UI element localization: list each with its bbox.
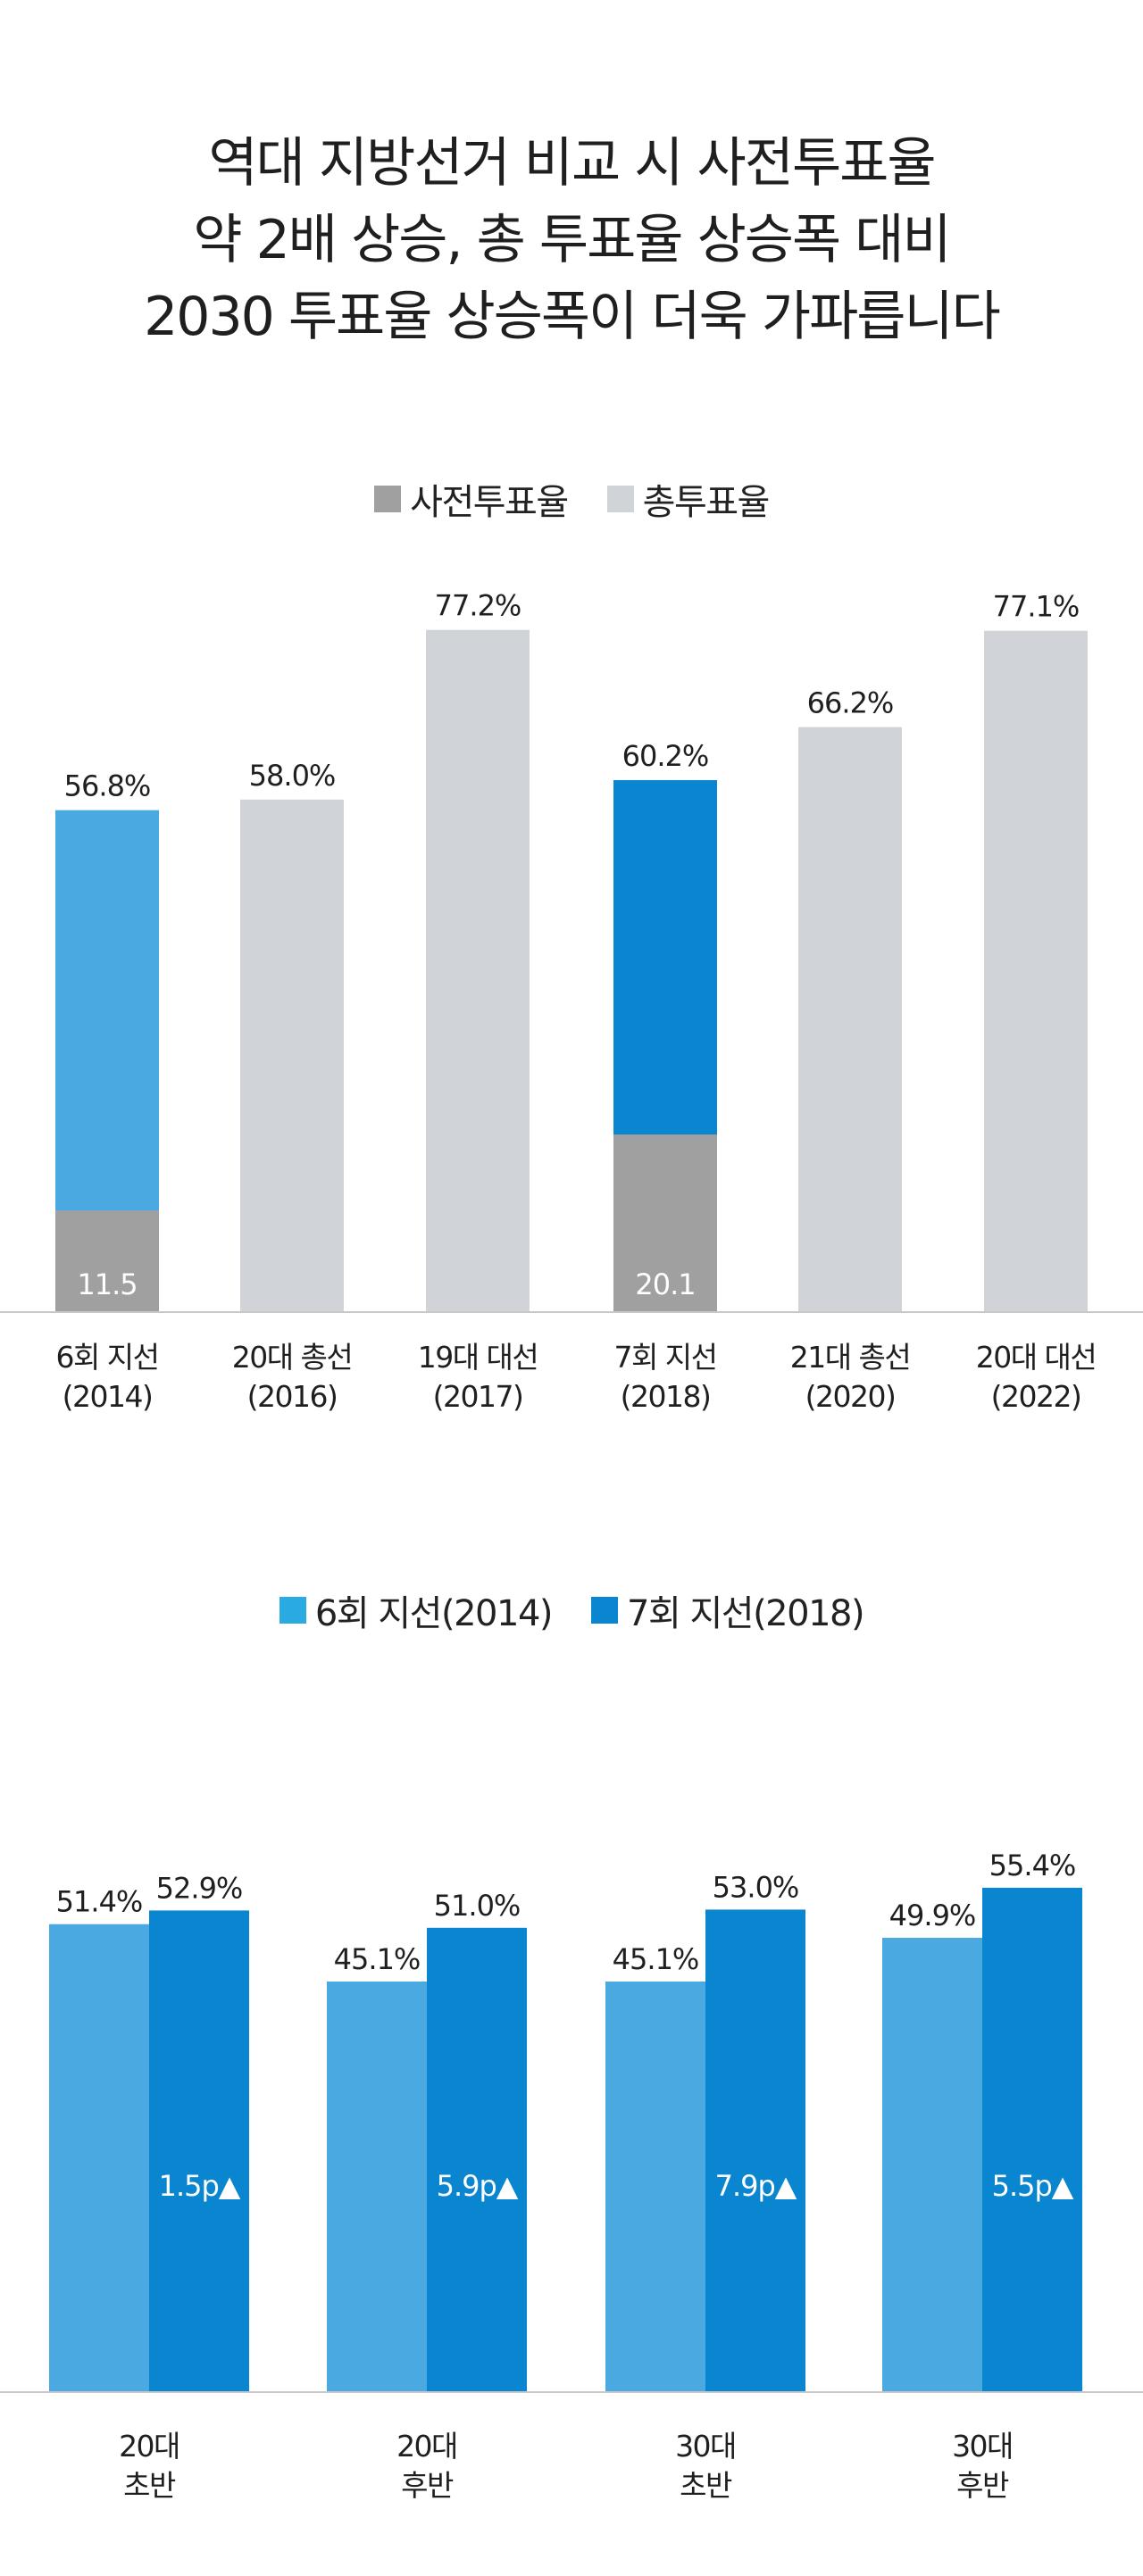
bar-early-0	[55, 1210, 159, 1312]
bar-total-1	[240, 799, 344, 1312]
bar-early-3	[613, 1134, 717, 1312]
category-label-1-line-2: 후반	[401, 2468, 454, 2503]
category-label-4-line-2: (2020)	[805, 1379, 896, 1414]
bar-2014-0	[49, 1924, 149, 2392]
bar-2014-label-0: 51.4%	[56, 1885, 143, 1919]
increase-annotation-3: 5.5p▲	[992, 2169, 1074, 2203]
bar-2018-label-1: 51.0%	[434, 1889, 521, 1923]
category-label-0-line-2: (2014)	[63, 1379, 153, 1414]
category-label-2-line-1: 19대 대선	[418, 1340, 538, 1375]
category-label-0-line-2: 초반	[123, 2468, 176, 2503]
legend-label-2014: 6회 지선(2014)	[314, 1593, 554, 1634]
category-label-1-line-2: (2016)	[247, 1379, 338, 1414]
bar-2014-label-1: 45.1%	[334, 1942, 421, 1976]
bar-2014-label-3: 49.9%	[889, 1899, 976, 1932]
legend-item-2018: 7회 지선(2018)	[591, 1584, 865, 1636]
legend-label-total: 총투표율	[642, 482, 771, 523]
headline: 역대 지방선거 비교 시 사전투표율 약 2배 상승, 총 투표율 상승폭 대비…	[0, 125, 1143, 355]
bar-2014-2	[605, 1981, 705, 2392]
bar-2018-label-0: 52.9%	[156, 1871, 243, 1905]
category-label-2-line-2: 초반	[680, 2468, 732, 2503]
bar-2018-0	[149, 1910, 249, 2392]
legend-swatch-early	[374, 486, 402, 512]
bar-total-label-1: 58.0%	[249, 759, 336, 793]
bar-total-2	[426, 629, 530, 1312]
bar-early-label-0: 11.5	[77, 1267, 137, 1301]
category-label-1-line-1: 20대 총선	[232, 1340, 353, 1375]
bar-total-label-5: 77.1%	[993, 590, 1080, 624]
headline-line-2: 약 2배 상승, 총 투표율 상승폭 대비	[193, 209, 951, 271]
turnout-legend: 사전투표율 총투표율	[0, 473, 1143, 525]
category-label-3-line-1: 7회 지선	[613, 1340, 716, 1375]
legend-label-early: 사전투표율	[410, 482, 569, 523]
bar-total-label-2: 77.2%	[435, 589, 521, 623]
category-label-2-line-1: 30대	[675, 2429, 736, 2464]
age-legend: 6회 지선(2014) 7회 지선(2018)	[0, 1584, 1143, 1636]
bar-total-label-4: 66.2%	[807, 686, 894, 720]
legend-swatch-2018	[591, 1597, 618, 1624]
headline-line-1: 역대 지방선거 비교 시 사전투표율	[208, 132, 936, 195]
bar-2018-label-2: 53.0%	[713, 1870, 799, 1904]
category-label-5-line-2: (2022)	[991, 1379, 1081, 1414]
legend-item-early: 사전투표율	[374, 473, 569, 525]
category-label-5-line-1: 20대 대선	[976, 1340, 1097, 1375]
legend-swatch-total	[606, 486, 634, 512]
category-label-3-line-2: (2018)	[621, 1379, 711, 1414]
increase-annotation-0: 1.5p▲	[159, 2169, 241, 2203]
headline-line-3: 2030 투표율 상승폭이 더욱 가파릅니다	[144, 286, 1001, 348]
legend-item-total: 총투표율	[606, 473, 771, 525]
bar-2014-3	[882, 1938, 982, 2392]
bar-total-label-0: 56.8%	[64, 769, 151, 803]
category-label-0-line-1: 6회 지선	[55, 1340, 158, 1375]
increase-annotation-1: 5.9p▲	[437, 2169, 519, 2203]
category-label-4-line-1: 21대 총선	[790, 1340, 911, 1375]
bar-2018-label-3: 55.4%	[989, 1849, 1076, 1882]
category-label-3-line-2: 후반	[956, 2468, 1009, 2503]
bar-total-5	[984, 630, 1088, 1312]
bar-early-label-3: 20.1	[635, 1267, 695, 1301]
category-label-3-line-1: 30대	[952, 2429, 1013, 2464]
category-label-0-line-1: 20대	[119, 2429, 179, 2464]
bar-2014-1	[327, 1981, 427, 2392]
category-label-2-line-2: (2017)	[433, 1379, 523, 1414]
bar-2018-3	[982, 1887, 1082, 2392]
bar-2018-2	[705, 1909, 805, 2392]
legend-label-2018: 7회 지선(2018)	[627, 1593, 865, 1634]
category-label-1-line-1: 20대	[396, 2429, 457, 2464]
legend-item-2014: 6회 지선(2014)	[279, 1584, 554, 1636]
bar-total-4	[798, 727, 902, 1312]
legend-swatch-2014	[279, 1597, 306, 1624]
bar-2018-1	[427, 1927, 527, 2392]
turnout-bar-chart: 56.8% 11.5 6회 지선 (2014) 58.0% 20대 총선 (2016) 77.…	[0, 589, 1143, 1414]
bar-2014-label-2: 45.1%	[613, 1942, 699, 1976]
bar-total-label-3: 60.2%	[622, 739, 709, 773]
increase-annotation-2: 7.9p▲	[715, 2169, 797, 2203]
